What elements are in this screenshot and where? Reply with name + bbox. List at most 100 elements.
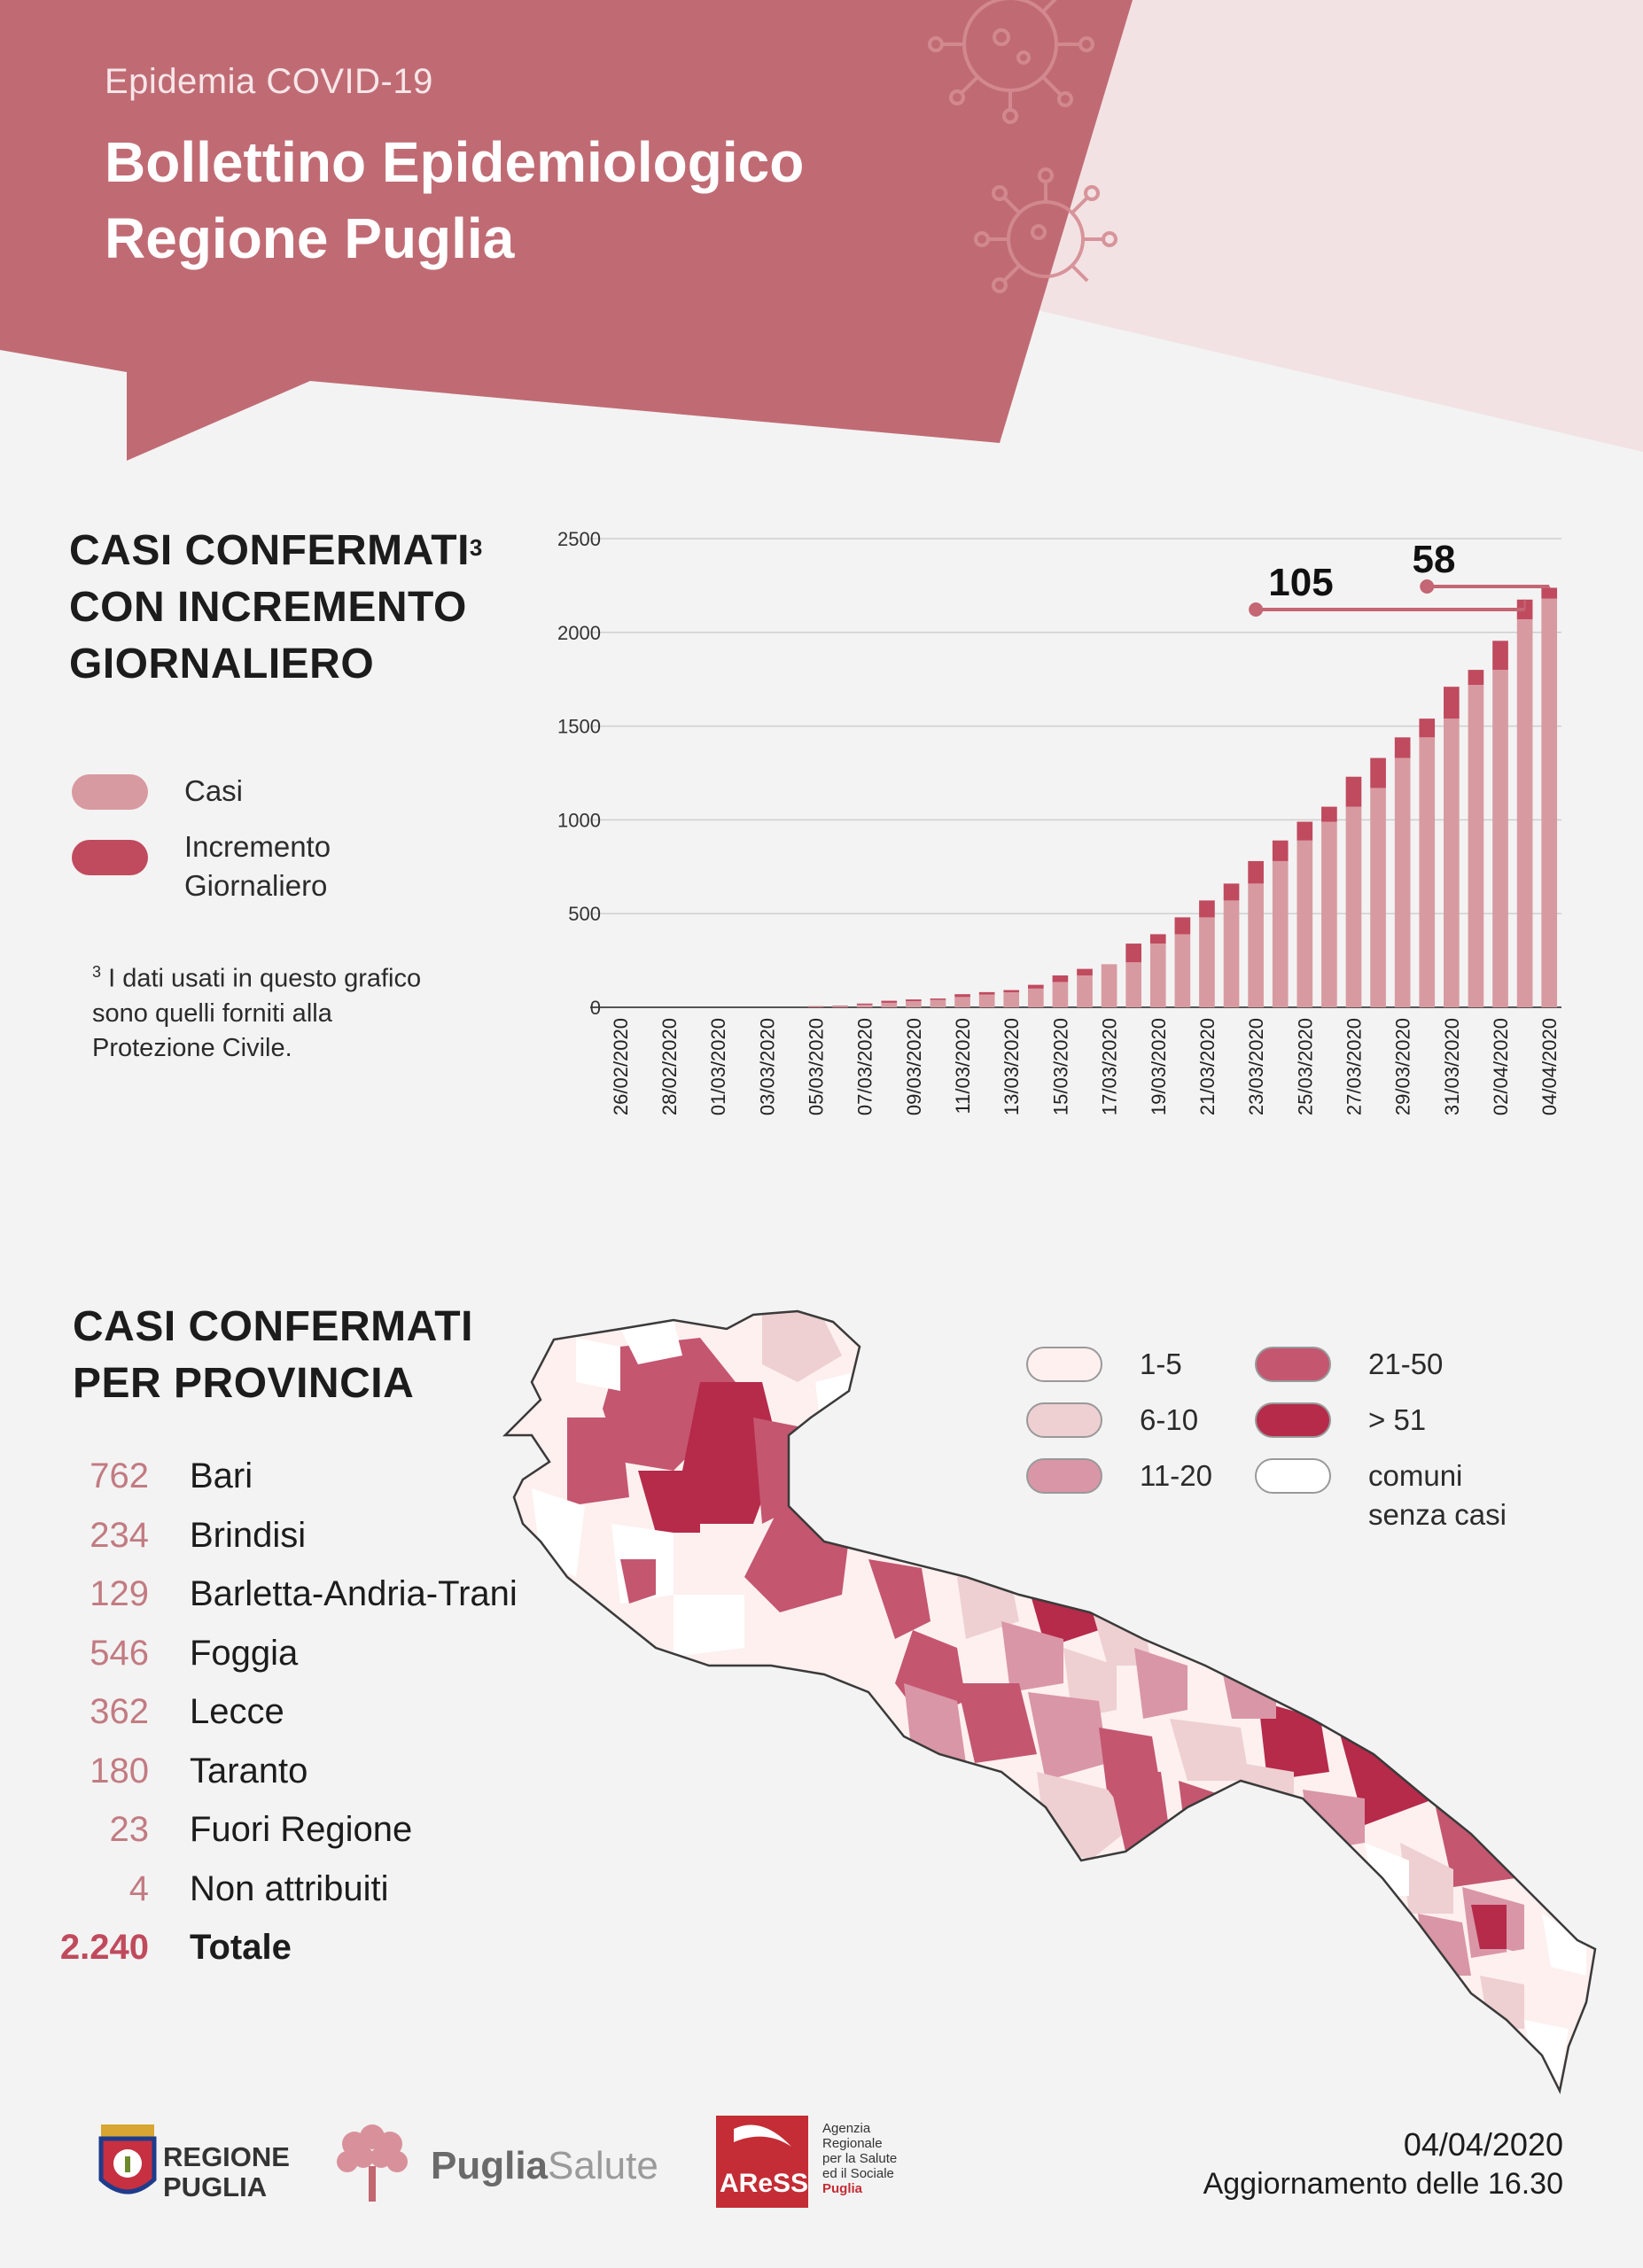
aress-logo-line1: Agenzia [822, 2121, 871, 2136]
chart-bar-incremento [1444, 687, 1460, 719]
map-legend-label-1-5: 1-5 [1140, 1348, 1182, 1380]
header-title-line1: Bollettino Epidemiologico [105, 130, 805, 194]
province-section-title-line2: PER PROVINCIA [73, 1360, 415, 1407]
chart-x-tick-label: 31/03/2020 [1441, 1018, 1463, 1115]
puglia-salute-tree-icon [337, 2124, 408, 2202]
chart-x-tick-label: 11/03/2020 [952, 1018, 974, 1114]
chart-bar-casi [1125, 962, 1142, 1007]
header-main-shape [0, 0, 1133, 461]
chart-x-tick-label: 02/04/2020 [1490, 1018, 1512, 1115]
chart-y-tick-label: 1500 [557, 716, 601, 738]
chart-bar-casi [1077, 975, 1093, 1007]
chart-bar-casi [856, 1005, 873, 1007]
chart-bar-incremento [1248, 860, 1264, 884]
province-count: 234 [90, 1515, 149, 1555]
province-section-title-line1: CASI CONFERMATI [73, 1303, 473, 1350]
map-legend-label-6-10: 6-10 [1140, 1403, 1199, 1436]
aress-logo-wave-icon [734, 2124, 791, 2147]
province-name: Lecce [190, 1692, 284, 1731]
chart-bar-incremento [807, 1006, 824, 1007]
province-section-title: CASI CONFERMATI PER PROVINCIA [73, 1299, 473, 1412]
chart-bar-casi [1370, 788, 1386, 1007]
chart-bar-incremento [1345, 776, 1362, 807]
puglia-salute-logo-part2: Salute [548, 2144, 658, 2187]
chart-bar-incremento [1149, 934, 1166, 944]
chart-bar-incremento [1296, 821, 1313, 841]
chart-x-tick-label: 23/03/2020 [1245, 1018, 1267, 1115]
province-row: 234 Brindisi [35, 1516, 567, 1565]
province-count: 2.240 [59, 1928, 149, 1967]
chart-annotation-label: 58 [1413, 538, 1456, 581]
legend-swatch-incremento [72, 840, 148, 875]
map-legend-label-21-50: 21-50 [1368, 1348, 1444, 1380]
chart-x-tick-label: 19/03/2020 [1148, 1018, 1170, 1115]
aress-logo-line4: ed il Sociale [822, 2166, 894, 2181]
chart-x-tick-label: 05/03/2020 [806, 1018, 828, 1115]
chart-bar-casi [1101, 964, 1117, 1007]
chart-bar-incremento [1492, 641, 1508, 671]
map-legend-label-no-cases-line1: comuni [1368, 1459, 1463, 1492]
chart-bar-incremento [1223, 883, 1240, 901]
chart-bar-incremento [1003, 990, 1020, 993]
chart-bar-casi [1492, 670, 1508, 1007]
chart-section-title: CASI CONFERMATI3 CON INCREMENTO GIORNALI… [69, 523, 483, 693]
chart-bar-incremento [1370, 757, 1386, 788]
chart-bar-casi [1174, 934, 1191, 1007]
chart-x-tick-label: 21/03/2020 [1196, 1018, 1219, 1115]
chart-y-tick-label: 2500 [557, 528, 601, 550]
chart-x-tick-label: 01/03/2020 [707, 1018, 729, 1115]
province-count: 762 [90, 1456, 149, 1495]
legend-label-incremento-line1: Incremento [184, 830, 331, 863]
chart-bar-incremento [1077, 968, 1093, 976]
province-count: 546 [90, 1633, 149, 1673]
chart-x-tick-label: 26/02/2020 [610, 1018, 632, 1115]
map-legend-label-over-51: > 51 [1368, 1403, 1427, 1436]
province-row: 762 Bari [35, 1456, 567, 1506]
chart-x-tick-label: 25/03/2020 [1294, 1018, 1316, 1115]
header-eyebrow: Epidemia COVID-19 [105, 62, 433, 101]
chart-y-tick-label: 2000 [557, 622, 601, 644]
report-date: 04/04/2020 [1403, 2126, 1563, 2163]
footnote-line2: sono quelli forniti alla [92, 998, 332, 1028]
report-update-time: Aggiornamento delle 16.30 [1203, 2167, 1563, 2201]
chart-section-title-footnote-mark: 3 [469, 534, 483, 561]
map-legend-swatch-no-cases [1255, 1458, 1331, 1494]
province-row-total: 2.240 Totale [35, 1928, 567, 1977]
province-count: 4 [128, 1868, 149, 1908]
map-legend-swatch-1-5 [1026, 1347, 1102, 1382]
legend-swatch-casi [72, 774, 148, 810]
puglia-salute-logo-part1: Puglia [431, 2144, 549, 2187]
chart-bar-casi [1052, 982, 1069, 1007]
province-row: 4 Non attribuiti [35, 1869, 567, 1919]
chart-section-title-line1: CASI CONFERMATI [69, 527, 470, 574]
aress-logo-short: AReSS [720, 2169, 809, 2198]
chart-footnote: 3 I dati usati in questo grafico sono qu… [92, 955, 482, 1066]
chart-bar-incremento [1174, 917, 1191, 935]
chart-section-title-line2: CON INCREMENTO [69, 584, 467, 631]
province-count: 180 [90, 1751, 149, 1790]
chart-bar-casi [1149, 944, 1166, 1007]
header-background [0, 0, 1643, 461]
chart-x-tick-label: 17/03/2020 [1099, 1018, 1121, 1115]
chart-x-tick-label: 15/03/2020 [1049, 1018, 1071, 1115]
chart-bar-casi [954, 997, 970, 1007]
province-row: 546 Foggia [35, 1634, 567, 1683]
chart-bar-incremento [856, 1003, 873, 1006]
chart-y-tick-label: 500 [568, 903, 601, 925]
chart-bar-incremento [1419, 718, 1436, 738]
legend-label-incremento: Incremento Giornaliero [184, 827, 331, 905]
map-legend-swatch-over-51 [1255, 1402, 1331, 1438]
map-legend-label-no-cases: comuni senza casi [1368, 1456, 1507, 1534]
chart-bar-incremento [1199, 900, 1215, 918]
footnote-mark: 3 [92, 963, 102, 981]
chart-bar-incremento [954, 994, 970, 998]
province-row: 129 Barletta-Andria-Trani [35, 1574, 567, 1624]
chart-bar-casi [1199, 917, 1215, 1007]
chart-bar-casi [1394, 757, 1411, 1007]
header-title: Bollettino Epidemiologico Regione Puglia [105, 124, 804, 276]
map-legend-label-no-cases-line2: senza casi [1368, 1498, 1507, 1531]
aress-logo-mark: AReSS [716, 2116, 808, 2208]
puglia-salute-logo-text: PugliaSalute [431, 2144, 658, 2188]
legend-label-casi: Casi [184, 774, 244, 807]
chart-bar-casi [1003, 992, 1020, 1007]
